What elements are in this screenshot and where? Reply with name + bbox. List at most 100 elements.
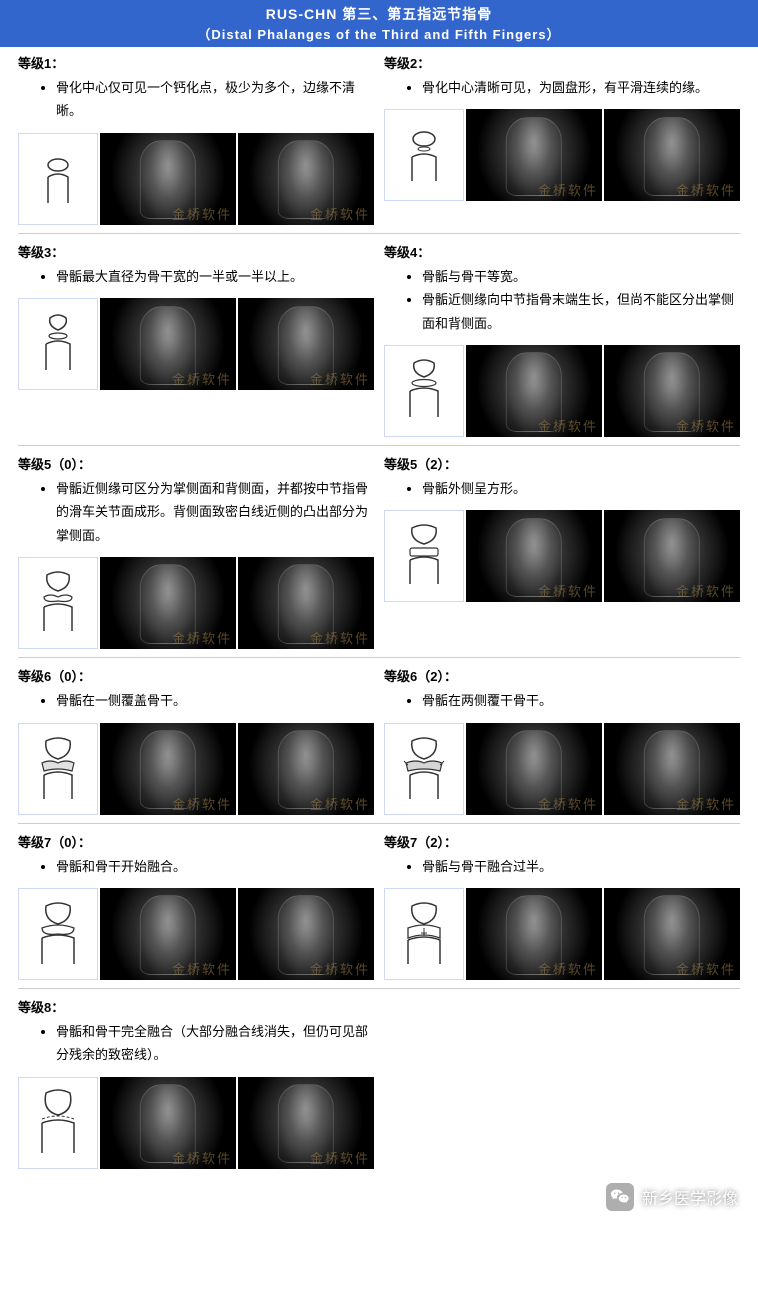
grade-images: 金桥软件 金桥软件	[384, 888, 740, 980]
header-title-en: （Distal Phalanges of the Third and Fifth…	[0, 24, 758, 43]
grade-bullet: 骨骺在两侧覆干骨干。	[422, 689, 740, 712]
image-watermark: 金桥软件	[310, 204, 370, 223]
bone-diagram	[18, 723, 98, 815]
grade-title: 等级7（0）：	[18, 832, 374, 851]
image-watermark: 金桥软件	[676, 794, 736, 813]
grade-cell: 等级7（0）： 骨骺和骨干开始融合。金桥软件金桥软件	[18, 832, 374, 980]
grade-row: 等级8： 骨骺和骨干完全融合（大部分融合线消失，但仍可见部分残余的致密线）。金桥软…	[18, 997, 740, 1177]
grade-bullet: 骨骺与骨干等宽。	[422, 265, 740, 288]
image-watermark: 金桥软件	[538, 959, 598, 978]
xray-image: 金桥软件	[466, 510, 602, 602]
bone-diagram	[384, 510, 464, 602]
grade-bullet: 骨骺外侧呈方形。	[422, 477, 740, 500]
image-watermark: 金桥软件	[172, 959, 232, 978]
grade-bullet: 骨骺在一侧覆盖骨干。	[56, 689, 374, 712]
grade-images: 金桥软件 金桥软件	[384, 510, 740, 602]
image-watermark: 金桥软件	[310, 628, 370, 647]
grade-cell: 等级3： 骨骺最大直径为骨干宽的一半或一半以上。金桥软件 金桥软件	[18, 242, 374, 437]
grade-bullets: 骨骺与骨干融合过半。	[384, 855, 740, 878]
wechat-icon	[606, 1183, 634, 1211]
grade-cell: 等级1： 骨化中心仅可见一个钙化点，极少为多个，边缘不清晰。金桥软件 金桥软件	[18, 53, 374, 225]
grade-title: 等级2：	[384, 53, 740, 72]
grade-bullet: 骨化中心仅可见一个钙化点，极少为多个，边缘不清晰。	[56, 76, 374, 123]
grade-row: 等级5（0）： 骨骺近侧缘可区分为掌侧面和背侧面，并都按中节指骨的滑车关节面成形。…	[18, 454, 740, 658]
grade-bullets: 骨骺在两侧覆干骨干。	[384, 689, 740, 712]
image-watermark: 金桥软件	[310, 794, 370, 813]
bone-diagram	[18, 133, 98, 225]
grade-bullet: 骨骺近侧缘向中节指骨末端生长，但尚不能区分出掌侧面和背侧面。	[422, 288, 740, 335]
grade-bullets: 骨骺与骨干等宽。骨骺近侧缘向中节指骨末端生长，但尚不能区分出掌侧面和背侧面。	[384, 265, 740, 335]
bone-diagram	[18, 298, 98, 390]
grade-row: 等级7（0）：骨骺和骨干开始融合。金桥软件金桥软件等级7（2）：骨骺与骨干融合过…	[18, 832, 740, 989]
grade-bullets: 骨骺最大直径为骨干宽的一半或一半以上。	[18, 265, 374, 288]
grade-title: 等级5（0）：	[18, 454, 374, 473]
grade-bullets: 骨化中心清晰可见，为圆盘形，有平滑连续的缘。	[384, 76, 740, 99]
grade-row: 等级1：骨化中心仅可见一个钙化点，极少为多个，边缘不清晰。金桥软件金桥软件等级2…	[18, 53, 740, 234]
grade-bullets: 骨化中心仅可见一个钙化点，极少为多个，边缘不清晰。	[18, 76, 374, 123]
xray-image: 金桥软件	[100, 1077, 236, 1169]
bone-diagram	[18, 1077, 98, 1169]
grade-bullets: 骨骺近侧缘可区分为掌侧面和背侧面，并都按中节指骨的滑车关节面成形。背侧面致密白线…	[18, 477, 374, 547]
image-watermark: 金桥软件	[676, 581, 736, 600]
grade-images: 金桥软件 金桥软件	[18, 723, 374, 815]
xray-image: 金桥软件	[100, 888, 236, 980]
xray-image: 金桥软件	[604, 888, 740, 980]
image-watermark: 金桥软件	[310, 1148, 370, 1167]
grade-bullet: 骨化中心清晰可见，为圆盘形，有平滑连续的缘。	[422, 76, 740, 99]
grade-title: 等级6（2）：	[384, 666, 740, 685]
image-watermark: 金桥软件	[172, 1148, 232, 1167]
bone-diagram	[384, 109, 464, 201]
image-watermark: 金桥软件	[310, 369, 370, 388]
xray-image: 金桥软件	[238, 888, 374, 980]
xray-image: 金桥软件	[238, 723, 374, 815]
image-watermark: 金桥软件	[172, 628, 232, 647]
xray-image: 金桥软件	[604, 109, 740, 201]
grade-cell: 等级4：骨骺与骨干等宽。骨骺近侧缘向中节指骨末端生长，但尚不能区分出掌侧面和背侧…	[384, 242, 740, 437]
xray-image: 金桥软件	[604, 345, 740, 437]
xray-image: 金桥软件	[604, 723, 740, 815]
grade-bullet: 骨骺最大直径为骨干宽的一半或一半以上。	[56, 265, 374, 288]
xray-image: 金桥软件	[100, 723, 236, 815]
grade-bullets: 骨骺外侧呈方形。	[384, 477, 740, 500]
xray-image: 金桥软件	[604, 510, 740, 602]
image-watermark: 金桥软件	[538, 581, 598, 600]
xray-image: 金桥软件	[466, 345, 602, 437]
image-watermark: 金桥软件	[538, 794, 598, 813]
grade-bullet: 骨骺近侧缘可区分为掌侧面和背侧面，并都按中节指骨的滑车关节面成形。背侧面致密白线…	[56, 477, 374, 547]
xray-image: 金桥软件	[238, 298, 374, 390]
grade-title: 等级7（2）：	[384, 832, 740, 851]
xray-image: 金桥软件	[100, 133, 236, 225]
grade-title: 等级1：	[18, 53, 374, 72]
image-watermark: 金桥软件	[676, 180, 736, 199]
xray-image: 金桥软件	[466, 888, 602, 980]
grade-bullet: 骨骺和骨干开始融合。	[56, 855, 374, 878]
xray-image: 金桥软件	[238, 1077, 374, 1169]
grade-bullets: 骨骺在一侧覆盖骨干。	[18, 689, 374, 712]
xray-image: 金桥软件	[238, 133, 374, 225]
grade-cell: 等级5（0）： 骨骺近侧缘可区分为掌侧面和背侧面，并都按中节指骨的滑车关节面成形。…	[18, 454, 374, 649]
grade-bullet: 骨骺与骨干融合过半。	[422, 855, 740, 878]
grade-grid: 等级1：骨化中心仅可见一个钙化点，极少为多个，边缘不清晰。金桥软件金桥软件等级2…	[0, 47, 758, 1225]
grade-title: 等级8：	[18, 997, 374, 1016]
grade-cell: 等级5（2）： 骨骺外侧呈方形。金桥软件 金桥软件	[384, 454, 740, 649]
xray-image: 金桥软件	[238, 557, 374, 649]
image-watermark: 金桥软件	[676, 959, 736, 978]
bone-diagram	[18, 888, 98, 980]
grade-title: 等级3：	[18, 242, 374, 261]
grade-bullets: 骨骺和骨干完全融合（大部分融合线消失，但仍可见部分残余的致密线）。	[18, 1020, 374, 1067]
image-watermark: 金桥软件	[172, 794, 232, 813]
grade-cell: 等级2： 骨化中心清晰可见，为圆盘形，有平滑连续的缘。金桥软件 金桥软件	[384, 53, 740, 225]
image-watermark: 金桥软件	[172, 204, 232, 223]
image-watermark: 金桥软件	[676, 416, 736, 435]
grade-row: 等级6（0）： 骨骺在一侧覆盖骨干。金桥软件 金桥软件 等级6（2）： 骨骺在两侧覆干骨…	[18, 666, 740, 823]
xray-image: 金桥软件	[100, 557, 236, 649]
xray-image: 金桥软件	[466, 723, 602, 815]
empty-cell	[384, 997, 740, 1169]
image-watermark: 金桥软件	[172, 369, 232, 388]
grade-title: 等级5（2）：	[384, 454, 740, 473]
image-watermark: 金桥软件	[538, 416, 598, 435]
bone-diagram	[18, 557, 98, 649]
image-watermark: 金桥软件	[538, 180, 598, 199]
header-title-cn: RUS-CHN 第三、第五指远节指骨	[0, 4, 758, 24]
grade-title: 等级6（0）：	[18, 666, 374, 685]
